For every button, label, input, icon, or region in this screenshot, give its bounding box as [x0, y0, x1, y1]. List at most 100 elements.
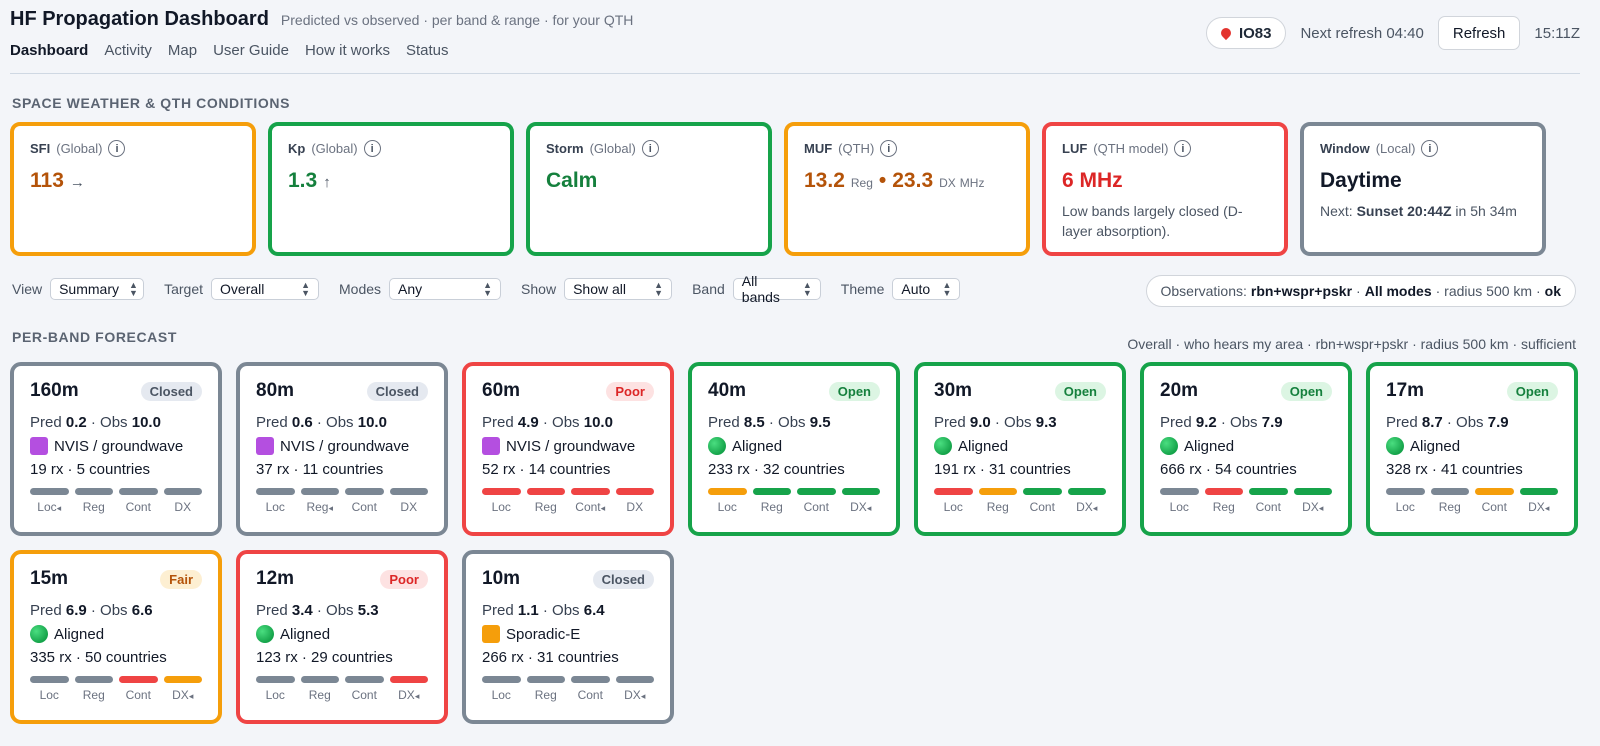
range-bar-cont	[119, 676, 158, 683]
observations-prefix: Observations:	[1160, 283, 1247, 299]
window-scope: (Local)	[1375, 141, 1416, 156]
band-card-20m[interactable]: 20m Open Pred 9.2 · Obs 7.9 Aligned 666 rx ·…	[1140, 362, 1352, 536]
band-card-60m[interactable]: 60m Poor Pred 4.9 · Obs 10.0 NVIS / groundw…	[462, 362, 674, 536]
range-bar-reg	[1204, 488, 1243, 495]
range-label-dx: DX	[626, 500, 644, 514]
sfi-value-row: 113 →	[30, 169, 236, 193]
range-bar-loc	[30, 488, 69, 495]
info-icon[interactable]: i	[108, 140, 126, 157]
range-bar-loc	[30, 676, 69, 683]
band-card-header: 12m Poor	[256, 568, 428, 590]
status-badge: Open	[828, 381, 880, 401]
observations-radius: · radius 500 km ·	[1435, 283, 1541, 299]
band-name: 30m	[934, 380, 973, 401]
obs-value: 6.6	[131, 602, 153, 619]
band-card-80m[interactable]: 80m Closed Pred 0.6 · Obs 10.0 NVIS / groun…	[236, 362, 448, 536]
range-label-dx: DX	[400, 500, 418, 514]
range-bar-loc	[934, 488, 973, 495]
range-bars	[256, 488, 428, 495]
range-label-cont: Cont	[125, 500, 151, 514]
pred-obs-line: Pred 4.9 · Obs 10.0	[482, 414, 613, 431]
muf-separator: •	[878, 169, 887, 192]
range-labels: Loc Reg Cont DX◂	[934, 500, 1106, 514]
green-circle-icon	[708, 437, 726, 455]
info-icon[interactable]: i	[363, 140, 381, 157]
range-label-dx: DX	[1302, 500, 1319, 514]
pred-value: 9.0	[969, 414, 991, 431]
target-select-value: Overall	[220, 281, 265, 297]
range-bar-reg	[752, 488, 791, 495]
band-card-header: 20m Open	[1160, 380, 1332, 402]
header-right: IO83 Next refresh 04:40 Refresh 15:11Z	[1205, 16, 1580, 50]
nav-activity[interactable]: Activity	[104, 42, 152, 59]
range-label-cont: Cont	[351, 688, 377, 702]
nav-map[interactable]: Map	[167, 42, 198, 59]
receivers-countries: 335 rx · 50 countries	[30, 649, 167, 666]
observations-pill[interactable]: Observations: rbn+wspr+pskr · All modes …	[1145, 275, 1576, 307]
receivers-countries: 123 rx · 29 countries	[256, 649, 393, 666]
updown-chevron-icon: ▲ ▼	[301, 280, 311, 298]
pred-obs-line: Pred 9.2 · Obs 7.9	[1160, 414, 1283, 431]
band-select[interactable]: All bands ▲ ▼	[732, 273, 821, 305]
band-card-10m[interactable]: 10m Closed Pred 1.1 · Obs 6.4 Sporadic-E 266…	[462, 550, 674, 724]
luf-label: LUF	[1062, 141, 1088, 156]
view-select-value: Summary	[59, 281, 119, 297]
obs-value: 7.9	[1487, 414, 1509, 431]
range-label-loc: Loc	[37, 500, 57, 514]
band-card-40m[interactable]: 40m Open Pred 8.5 · Obs 9.5 Aligned 233 rx ·…	[688, 362, 900, 536]
nav-how-it-works[interactable]: How it works	[304, 42, 390, 59]
modes-control: Modes Any ▲ ▼	[339, 278, 502, 300]
propagation-mode: Aligned	[280, 625, 331, 643]
range-bar-reg	[300, 676, 339, 683]
band-name: 15m	[30, 568, 69, 589]
status-badge: Closed	[140, 381, 202, 401]
status-badge: Open	[1506, 381, 1558, 401]
space-weather-cards: SFI (Global) i 113 → Kp (Global) i 1.3 ↑ Storm (Glo…	[10, 122, 1546, 256]
window-label: Window	[1320, 141, 1370, 156]
band-card-160m[interactable]: 160m Closed Pred 0.2 · Obs 10.0 NVIS / grou…	[10, 362, 222, 536]
range-bar-dx	[615, 676, 654, 683]
pred-value: 0.6	[291, 414, 313, 431]
range-label-wrap: DX◂	[1068, 500, 1107, 514]
range-bar-cont	[1249, 488, 1288, 495]
window-value: Daytime	[1320, 169, 1402, 192]
range-bars	[482, 488, 654, 495]
band-name: 60m	[482, 380, 521, 401]
band-name: 12m	[256, 568, 295, 589]
nav-user-guide[interactable]: User Guide	[213, 42, 289, 59]
sfi-card: SFI (Global) i 113 →	[10, 122, 256, 256]
modes-select[interactable]: Any ▲ ▼	[389, 278, 502, 300]
band-card-17m[interactable]: 17m Open Pred 8.7 · Obs 7.9 Aligned 328 rx ·…	[1366, 362, 1578, 536]
refresh-button[interactable]: Refresh	[1437, 16, 1521, 50]
view-select[interactable]: Summary ▲ ▼	[50, 278, 145, 300]
qth-locator-pill[interactable]: IO83	[1205, 17, 1287, 49]
theme-select[interactable]: Auto ▲ ▼	[892, 278, 961, 300]
info-icon[interactable]: i	[641, 140, 659, 157]
range-bar-cont	[1023, 488, 1062, 495]
selected-range-marker-icon: ◂	[1544, 503, 1550, 513]
kp-label-row: Kp (Global) i	[288, 140, 494, 157]
nav-dashboard[interactable]: Dashboard	[10, 42, 89, 59]
range-bar-loc	[482, 676, 521, 683]
range-label-wrap: Cont◂	[571, 500, 610, 514]
target-select[interactable]: Overall ▲ ▼	[211, 278, 320, 300]
kp-label: Kp	[288, 141, 306, 156]
obs-value: 10.0	[357, 414, 387, 431]
band-card-30m[interactable]: 30m Open Pred 9.0 · Obs 9.3 Aligned 191 rx ·…	[914, 362, 1126, 536]
show-select[interactable]: Show all ▲ ▼	[564, 278, 673, 300]
receivers-countries: 37 rx · 11 countries	[256, 461, 384, 478]
info-icon[interactable]: i	[880, 140, 898, 157]
range-bar-dx	[1293, 488, 1332, 495]
nav-status[interactable]: Status	[405, 42, 449, 59]
receivers-countries: 233 rx · 32 countries	[708, 461, 845, 478]
band-card-15m[interactable]: 15m Fair Pred 6.9 · Obs 6.6 Aligned 335 rx ·…	[10, 550, 222, 724]
info-icon[interactable]: i	[1174, 140, 1192, 157]
muf-scope: (QTH)	[838, 141, 875, 156]
range-bar-cont	[1475, 488, 1514, 495]
forecast-section-title: PER-BAND FORECAST	[12, 329, 177, 345]
range-bars	[30, 676, 202, 683]
band-card-12m[interactable]: 12m Poor Pred 3.4 · Obs 5.3 Aligned 123 rx ·…	[236, 550, 448, 724]
range-bar-loc	[708, 488, 747, 495]
status-badge: Poor	[380, 569, 428, 589]
info-icon[interactable]: i	[1421, 140, 1439, 157]
